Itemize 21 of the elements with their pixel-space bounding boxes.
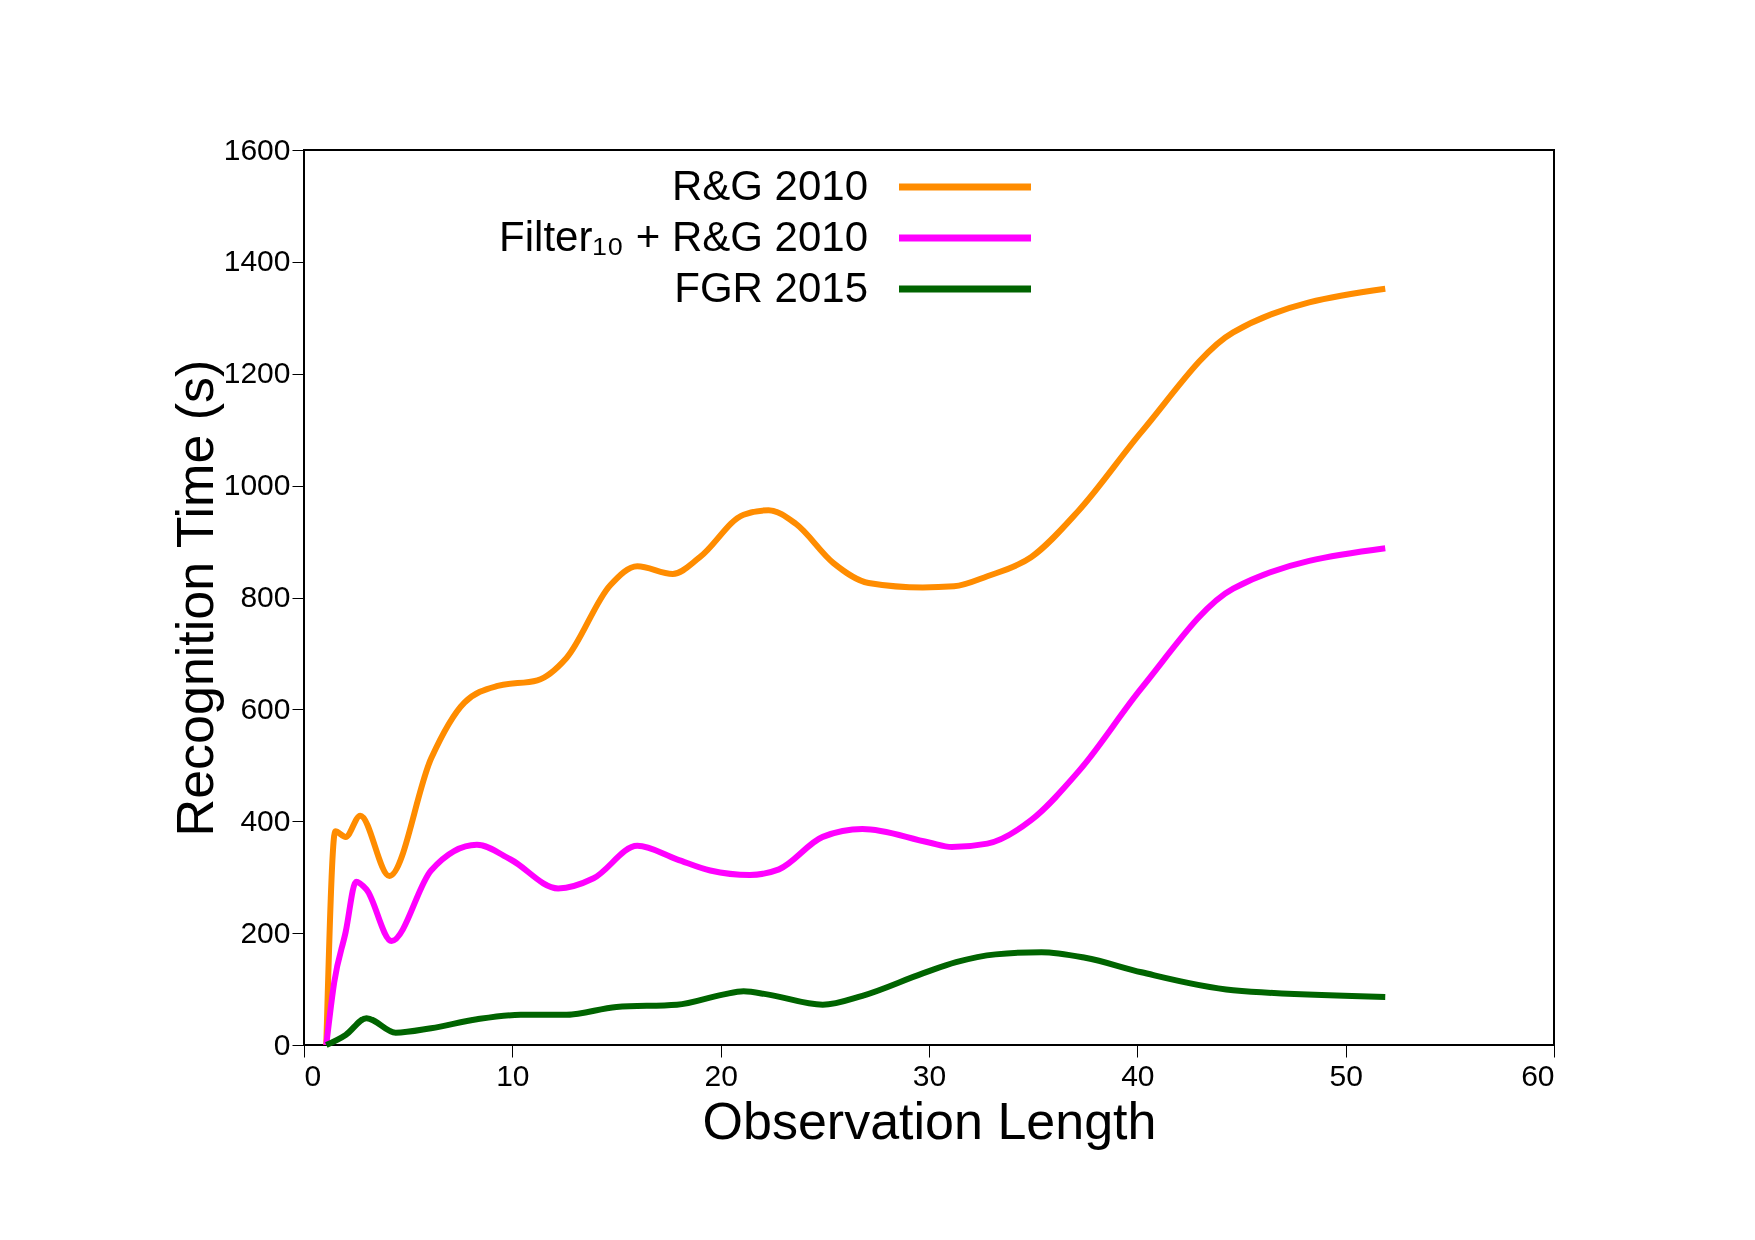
x-tick-label: 10 <box>496 1058 530 1092</box>
x-tick-label: 40 <box>1121 1058 1155 1092</box>
y-tick-label: 0 <box>273 1027 291 1061</box>
x-tick-label: 0 <box>304 1058 322 1092</box>
x-tick-label: 60 <box>1521 1058 1555 1092</box>
x-tick-label: 20 <box>704 1058 738 1092</box>
x-tick-label: 50 <box>1329 1058 1363 1092</box>
y-tick-label: 1400 <box>223 244 291 278</box>
y-tick-label: 200 <box>240 915 291 949</box>
y-tick-label: 1600 <box>223 132 291 166</box>
y-tick-label: 400 <box>240 803 291 837</box>
x-tick-label: 30 <box>912 1058 947 1092</box>
y-axis-title: Recognition Time (s) <box>165 359 224 837</box>
legend-label: Filter₁₀ + R&G 2010 <box>499 213 868 260</box>
y-tick-label: 600 <box>240 691 291 725</box>
y-tick-label: 800 <box>240 580 291 613</box>
y-tick-label: 1200 <box>223 356 291 390</box>
y-tick-label: 1000 <box>223 468 291 502</box>
legend-label: R&G 2010 <box>671 162 868 209</box>
legend-label: FGR 2015 <box>674 264 868 311</box>
x-axis-title: Observation Length <box>702 1091 1157 1150</box>
